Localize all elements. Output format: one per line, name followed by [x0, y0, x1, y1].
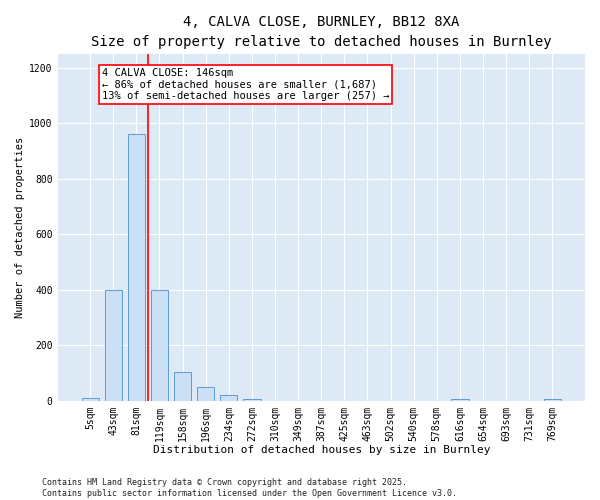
Text: Contains HM Land Registry data © Crown copyright and database right 2025.
Contai: Contains HM Land Registry data © Crown c… [42, 478, 457, 498]
Text: 4 CALVA CLOSE: 146sqm
← 86% of detached houses are smaller (1,687)
13% of semi-d: 4 CALVA CLOSE: 146sqm ← 86% of detached … [102, 68, 389, 101]
Bar [128, 134, 145, 400]
Bar [104, 290, 122, 401]
Bar [174, 372, 191, 400]
Title: 4, CALVA CLOSE, BURNLEY, BB12 8XA
Size of property relative to detached houses i: 4, CALVA CLOSE, BURNLEY, BB12 8XA Size o… [91, 15, 551, 48]
X-axis label: Distribution of detached houses by size in Burnley: Distribution of detached houses by size … [152, 445, 490, 455]
Bar [197, 387, 214, 400]
Bar [220, 395, 238, 400]
Bar [82, 398, 99, 400]
Bar [151, 290, 168, 401]
Y-axis label: Number of detached properties: Number of detached properties [15, 136, 25, 318]
